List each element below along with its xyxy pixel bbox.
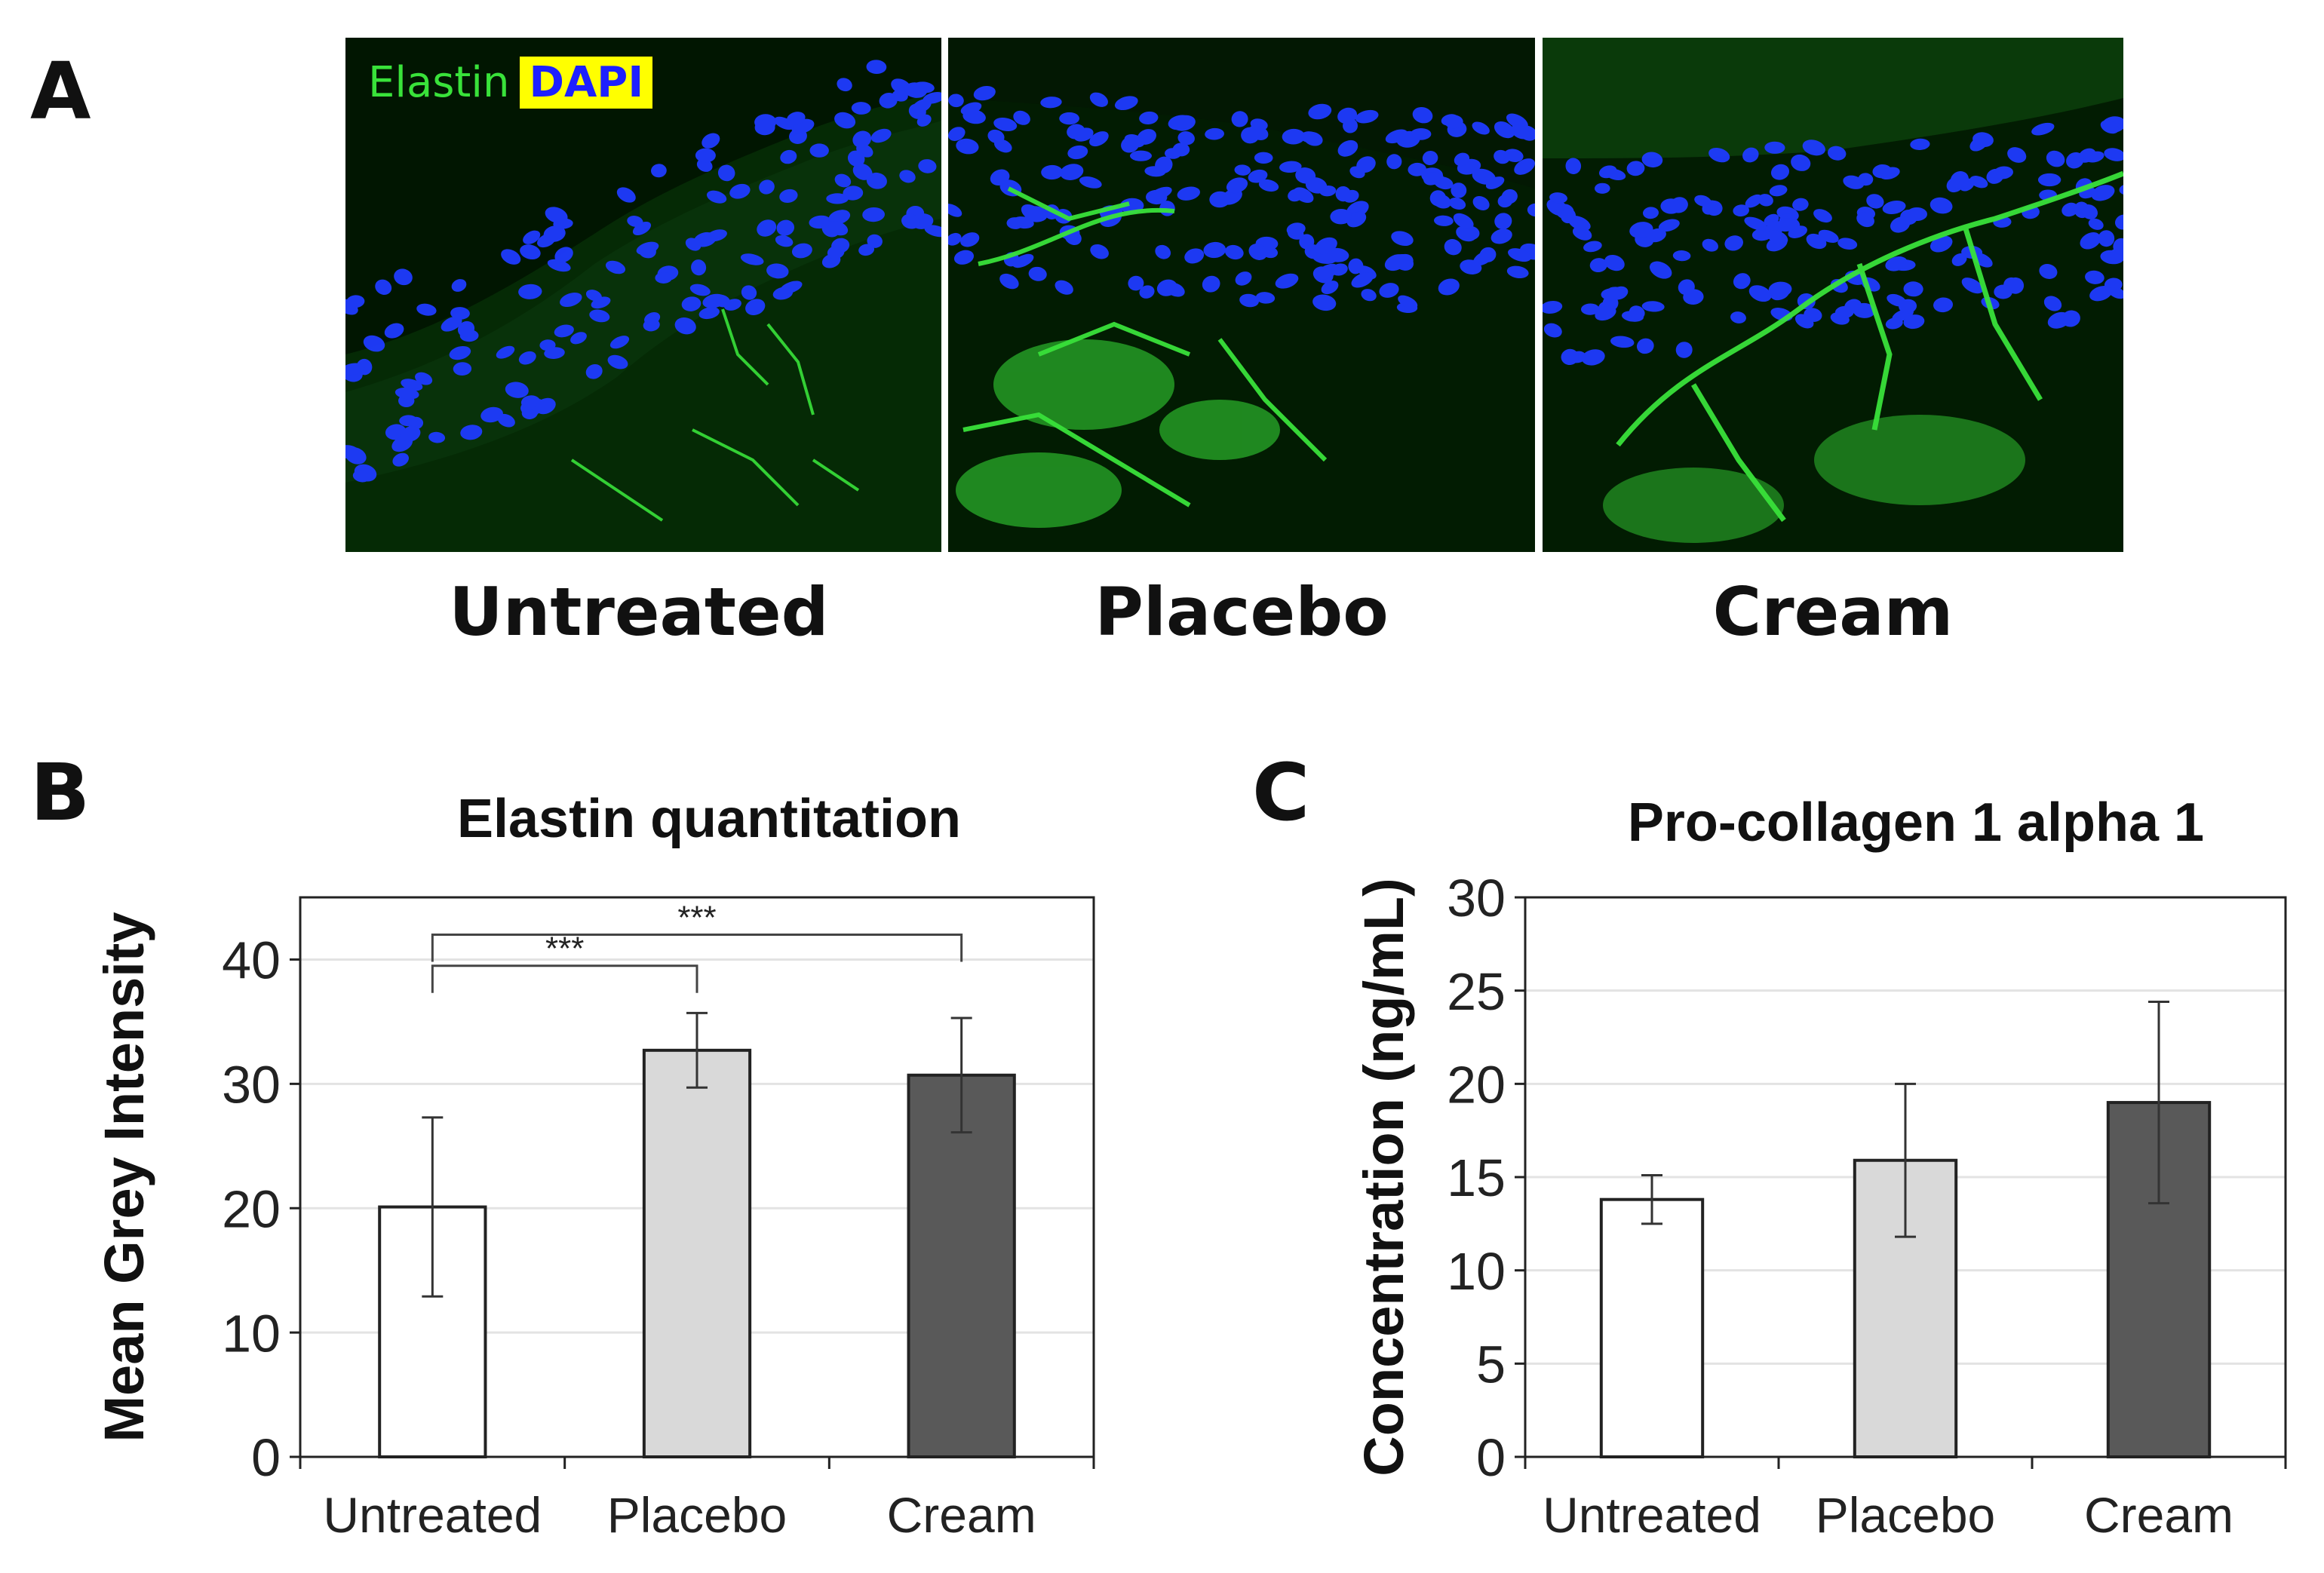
panel-c-letter: C [1252,747,1310,839]
plot-frame [1524,896,2287,1458]
y-tick-label: 30 [222,1056,281,1115]
y-tick-label: 20 [1447,1056,1506,1115]
micrograph-cream-image [1543,38,2123,552]
legend-dapi: DAPI [520,56,653,109]
micrograph-untreated-image [345,38,941,552]
y-tick-label: 40 [222,931,281,990]
y-tick-label: 10 [1447,1242,1506,1301]
y-tick-label: 10 [222,1304,281,1363]
stain-legend: Elastin DAPI [345,54,653,110]
chart-title: Pro-collagen 1 alpha 1 [1628,793,2204,853]
significance-bracket [431,933,963,962]
bar-placebo [642,1048,752,1458]
y-tick-label: 5 [1476,1335,1506,1394]
y-tick-label: 0 [251,1428,281,1487]
chart-title: Elastin quantitation [457,789,961,849]
x-tick-label-cream: Cream [887,1487,1036,1543]
bar-cream [907,1073,1016,1458]
plot-frame [299,896,1095,1458]
micrograph-placebo [948,38,1535,552]
legend-elastin: Elastin [368,57,510,107]
panel-a-letter: A [30,45,91,137]
micrograph-untreated: Elastin DAPI [345,38,941,552]
chart-elastin-quantitation: Elastin quantitation Mean Grey Intensity… [93,789,1095,1543]
bar-untreated [1599,1197,1705,1458]
condition-label-placebo: Placebo [1094,573,1389,651]
condition-label-untreated: Untreated [449,573,829,651]
x-tick-label-cream: Cream [2084,1487,2233,1543]
y-tick-label: 30 [1447,869,1506,928]
y-tick-label: 20 [222,1179,281,1238]
micrograph-placebo-image [948,38,1535,552]
chart-procollagen: Pro-collagen 1 alpha 1 Concentration (ng… [1352,793,2287,1543]
significance-label: *** [545,931,584,967]
condition-label-cream: Cream [1712,573,1954,651]
y-axis-label: Concentration (ng/mL) [1352,878,1415,1476]
x-tick-label-untreated: Untreated [323,1487,542,1543]
y-tick-label: 25 [1447,962,1506,1021]
y-axis-label: Mean Grey Intensity [93,912,155,1442]
y-tick-label: 15 [1447,1148,1506,1207]
significance-label: *** [677,899,716,936]
x-tick-label-placebo: Placebo [1816,1487,1996,1543]
y-tick-label: 0 [1476,1428,1506,1487]
x-tick-label-placebo: Placebo [607,1487,787,1543]
panel-b-letter: B [30,747,91,839]
x-tick-label-untreated: Untreated [1543,1487,1761,1543]
micrograph-cream [1543,38,2123,552]
significance-bracket [431,964,698,993]
